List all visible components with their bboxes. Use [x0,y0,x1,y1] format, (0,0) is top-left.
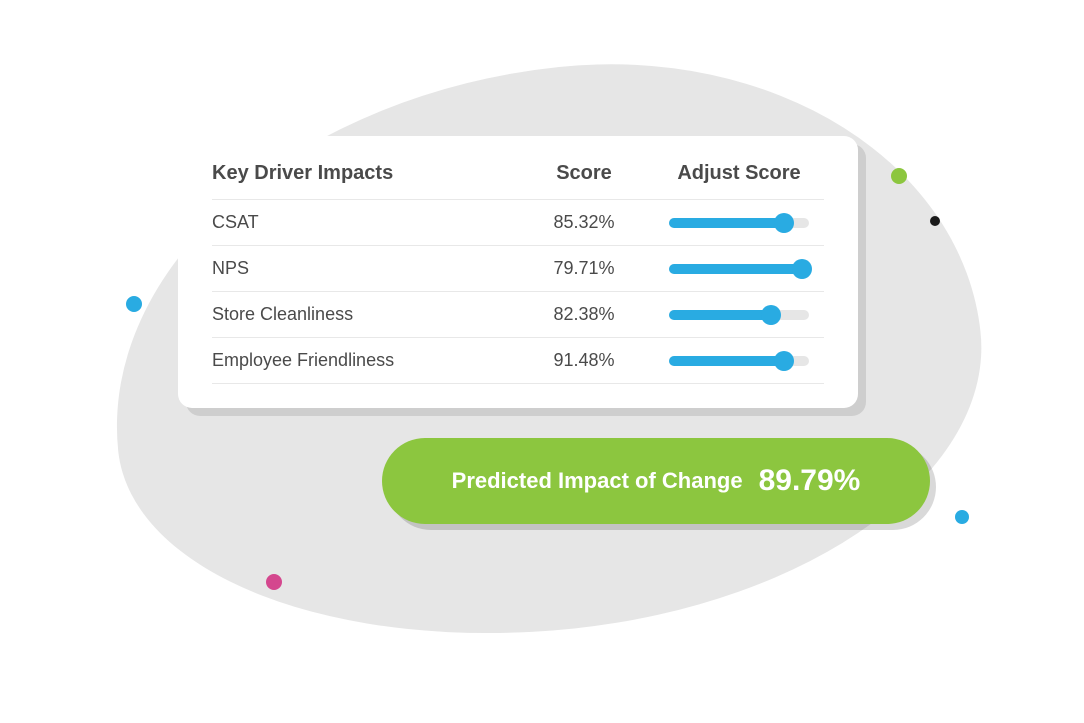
driver-name: CSAT [212,212,524,233]
adjust-cell [654,306,824,324]
driver-score: 91.48% [524,350,644,371]
adjust-slider[interactable] [669,306,809,324]
slider-thumb[interactable] [774,213,794,233]
key-driver-card: Key Driver Impacts Score Adjust Score CS… [178,136,858,408]
driver-score: 82.38% [524,304,644,325]
decorative-dot [930,216,940,226]
driver-name: Employee Friendliness [212,350,524,371]
adjust-cell [654,352,824,370]
driver-name: Store Cleanliness [212,304,524,325]
driver-row: CSAT85.32% [212,199,824,245]
decorative-dot [891,168,907,184]
header-adjust: Adjust Score [654,162,824,185]
pill-value: 89.79% [759,464,861,498]
decorative-dot [126,296,142,312]
driver-score: 85.32% [524,212,644,233]
slider-thumb[interactable] [774,351,794,371]
driver-score: 79.71% [524,258,644,279]
header-score: Score [524,162,644,185]
card-header-row: Key Driver Impacts Score Adjust Score [212,162,824,199]
decorative-dot [266,574,282,590]
adjust-slider[interactable] [669,260,809,278]
predicted-impact-pill: Predicted Impact of Change 89.79% [382,438,930,524]
slider-thumb[interactable] [792,259,812,279]
header-driver: Key Driver Impacts [212,162,524,185]
driver-row: Employee Friendliness91.48% [212,337,824,384]
driver-name: NPS [212,258,524,279]
decorative-dot [955,510,969,524]
slider-fill [669,264,802,274]
adjust-cell [654,214,824,232]
adjust-cell [654,260,824,278]
adjust-slider[interactable] [669,352,809,370]
driver-row: NPS79.71% [212,245,824,291]
rows-container: CSAT85.32%NPS79.71%Store Cleanliness82.3… [212,199,824,384]
slider-fill [669,356,784,366]
slider-thumb[interactable] [761,305,781,325]
driver-row: Store Cleanliness82.38% [212,291,824,337]
slider-fill [669,218,784,228]
adjust-slider[interactable] [669,214,809,232]
slider-fill [669,310,771,320]
pill-label: Predicted Impact of Change [452,468,743,494]
